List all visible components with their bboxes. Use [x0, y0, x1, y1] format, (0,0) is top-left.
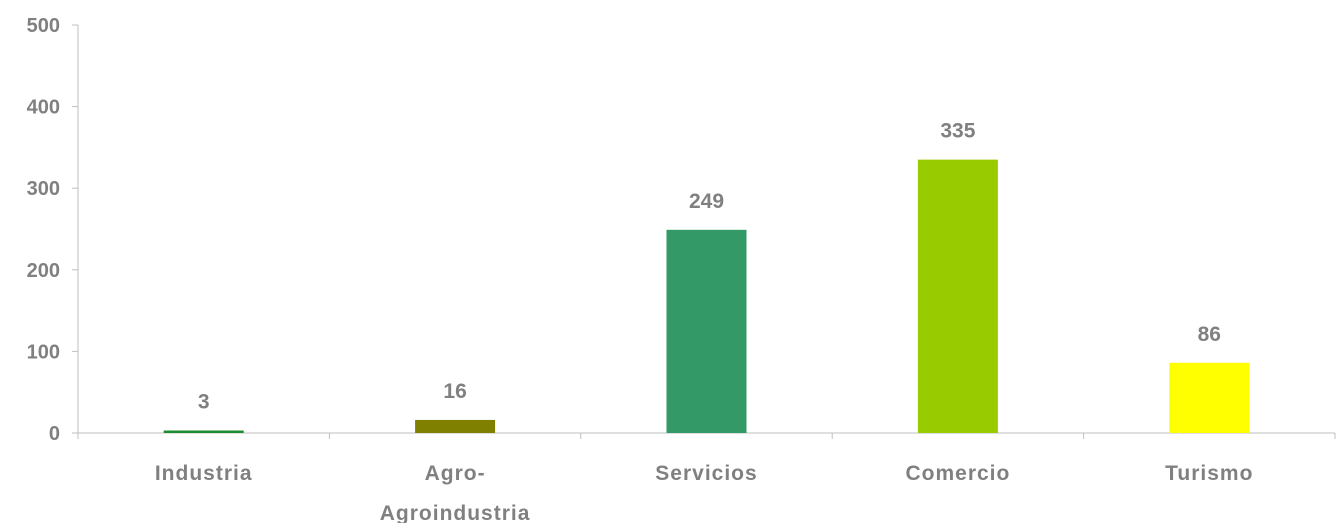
y-tick-label: 200 — [27, 260, 60, 282]
category-label: Comercio — [905, 462, 1010, 485]
axes: 0 100 200 300 400 500 — [27, 15, 1336, 445]
y-tick-label: 500 — [27, 15, 60, 37]
bar — [1169, 362, 1250, 433]
labels: 3 Industria 16 Agro-Agroindustria 249 Servici… — [155, 120, 1253, 523]
bars — [163, 159, 1250, 433]
data-label: 3 — [198, 391, 210, 414]
bar — [415, 419, 496, 433]
y-tick-label: 400 — [27, 97, 60, 119]
data-label: 249 — [689, 190, 724, 213]
y-tick-label: 300 — [27, 178, 60, 200]
data-label: 16 — [443, 380, 466, 403]
data-label: 86 — [1198, 323, 1221, 346]
bar — [917, 159, 998, 433]
data-label: 335 — [940, 120, 975, 143]
category-label: Turismo — [1165, 462, 1253, 485]
bar — [666, 229, 747, 433]
category-label: Servicios — [655, 462, 757, 485]
y-tick-label: 100 — [27, 341, 60, 363]
y-tick-label: 0 — [49, 423, 60, 445]
category-label: Industria — [155, 462, 253, 485]
bar — [163, 430, 244, 433]
category-label: Agro-Agroindustria — [380, 462, 531, 523]
